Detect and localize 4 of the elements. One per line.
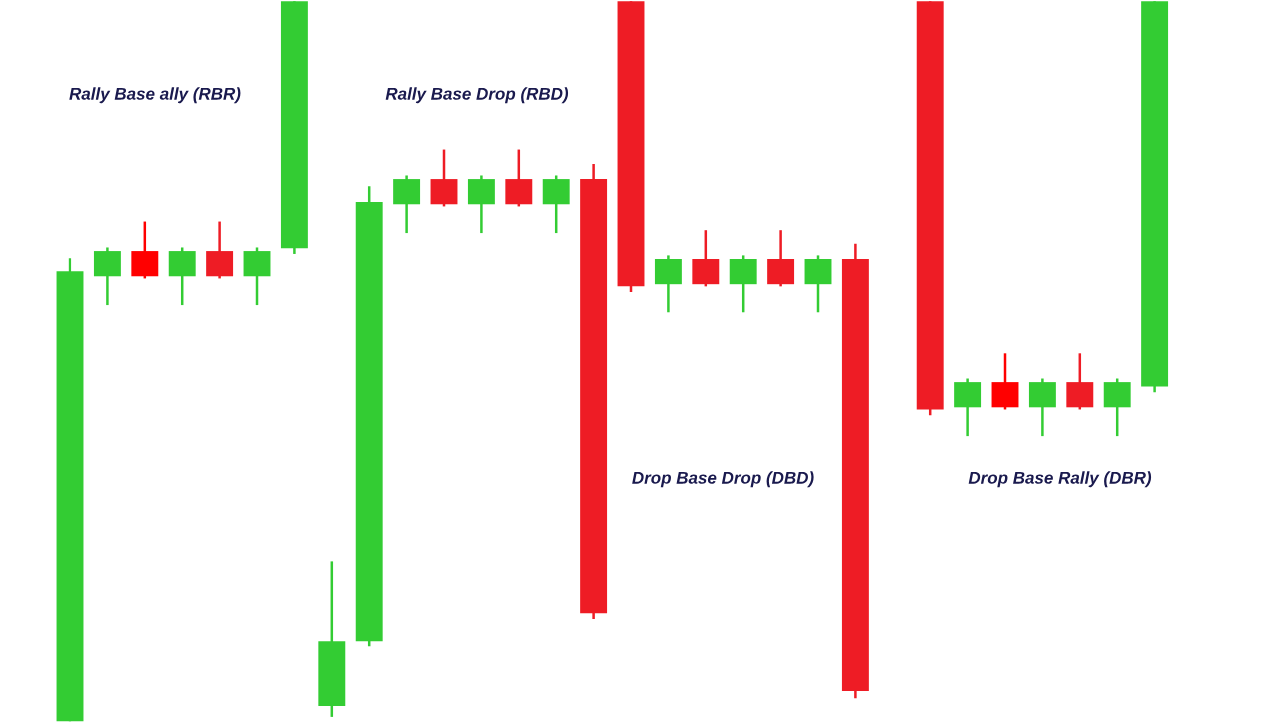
annotation: Rally Base Drop (RBD)	[385, 87, 569, 103]
annotation: Drop Base Drop (DBD)	[632, 471, 814, 487]
annotation: Rally Base ally (RBR)	[69, 87, 241, 103]
annotation: Drop Base Rally (DBR)	[968, 471, 1152, 487]
